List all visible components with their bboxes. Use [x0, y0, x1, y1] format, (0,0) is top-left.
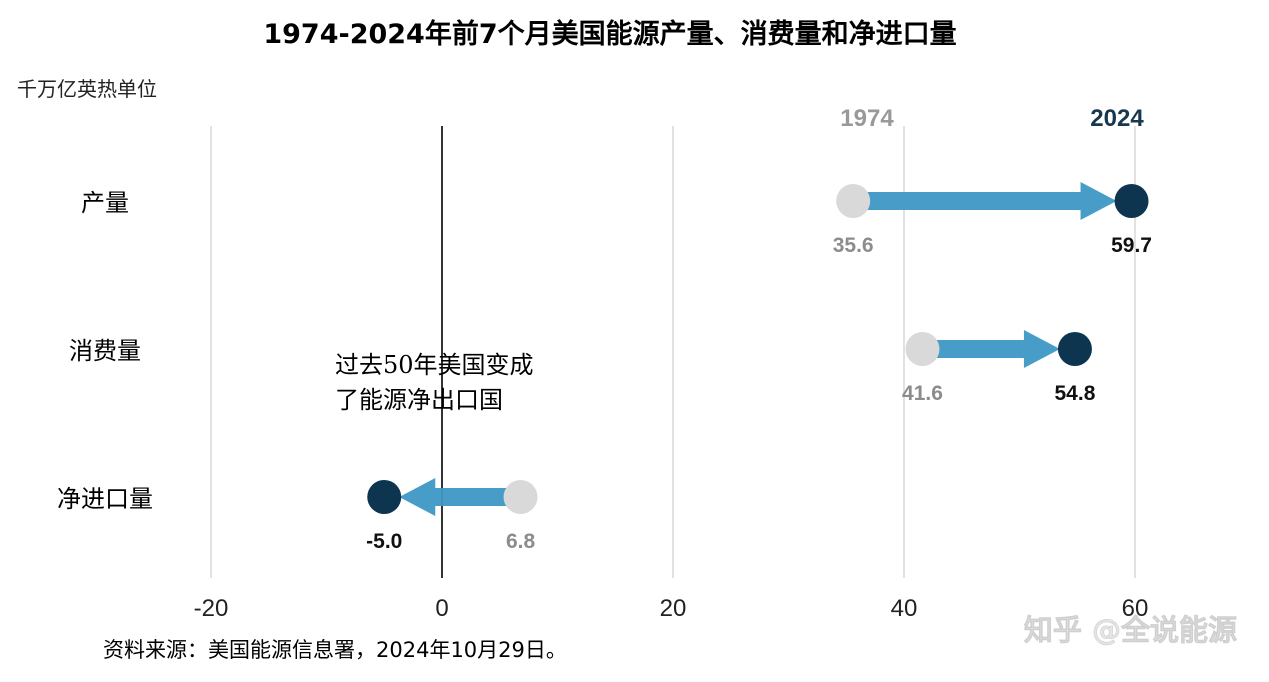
value-label-2024: 54.8	[1055, 382, 1096, 405]
change-arrow	[399, 478, 521, 516]
category-label: 产量	[81, 189, 129, 217]
annotation-line-1: 过去50年美国变成	[335, 351, 534, 379]
annotation-line-2: 了能源净出口国	[335, 386, 503, 414]
dot-1974	[836, 184, 871, 218]
category-label: 净进口量	[57, 485, 153, 513]
x-tick-label: 0	[435, 595, 448, 622]
category-label: 消费量	[69, 337, 141, 365]
dot-2024	[1057, 332, 1092, 366]
value-label-1974: 41.6	[902, 382, 943, 405]
x-axis-tick-labels: -20 0 20 40 60	[194, 595, 1149, 622]
value-label-2024: -5.0	[366, 530, 402, 553]
chart-title: 1974-2024年前7个月美国能源产量、消费量和净进口量	[263, 18, 956, 50]
watermark: 知乎 @全说能源	[1024, 613, 1237, 647]
x-tick-label: 20	[660, 595, 687, 622]
change-arrow	[922, 330, 1060, 368]
dot-2024	[1114, 184, 1149, 218]
source-note: 资料来源：美国能源信息署，2024年10月29日。	[103, 638, 567, 662]
change-arrow	[853, 182, 1117, 220]
x-tick-label: -20	[194, 595, 229, 622]
data-marks: 35.6 59.7 41.6 54.8 6.8 -5.0	[366, 182, 1152, 553]
dot-1974	[503, 480, 538, 514]
value-label-2024: 59.7	[1111, 234, 1152, 257]
dot-2024	[367, 480, 402, 514]
x-tick-label: 60	[1122, 595, 1149, 622]
value-label-1974: 6.8	[506, 530, 536, 553]
annotation: 过去50年美国变成 了能源净出口国	[335, 351, 534, 414]
value-label-1974: 35.6	[833, 234, 874, 257]
dot-1974	[905, 332, 940, 366]
unit-label: 千万亿英热单位	[17, 77, 157, 101]
year-start-label: 1974	[840, 105, 894, 132]
x-tick-label: 40	[891, 595, 918, 622]
year-end-label: 2024	[1090, 105, 1144, 132]
